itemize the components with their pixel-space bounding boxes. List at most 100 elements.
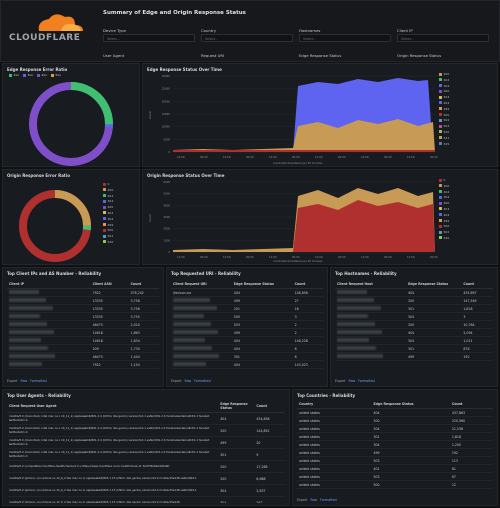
export-formatted-link[interactable]: Formatted bbox=[358, 379, 375, 383]
edge_ratio.legend-item-4xx[interactable]: 4xx bbox=[36, 73, 47, 77]
origin_ratio.legend-item-520[interactable]: 520 bbox=[103, 240, 113, 246]
export-raw-link[interactable]: Raw bbox=[20, 379, 28, 383]
export-raw-link[interactable]: Raw bbox=[348, 379, 356, 383]
top-host-panel: Top Hostnames - Reliability Client Reque… bbox=[330, 267, 498, 387]
filter-select-0[interactable]: Select... bbox=[103, 34, 195, 42]
legend-label: 502 bbox=[443, 230, 450, 235]
origin_status_legend-item-403[interactable]: 403 bbox=[439, 207, 449, 213]
origin_status_legend-item-204[interactable]: 204 bbox=[439, 190, 449, 196]
x-tick-label: 00:00 bbox=[200, 255, 208, 259]
y-tick-label: 15000 bbox=[162, 112, 171, 116]
y-tick-label: 4000 bbox=[163, 203, 170, 207]
edge_status_legend-item-499[interactable]: 499 bbox=[439, 107, 449, 113]
column-header[interactable]: Country bbox=[297, 400, 372, 409]
export-raw-link[interactable]: Raw bbox=[184, 379, 192, 383]
table-cell: united states bbox=[297, 424, 372, 433]
origin_status_legend-item-404[interactable]: 404 bbox=[439, 213, 449, 219]
edge_status_legend-item-400[interactable]: 400 bbox=[439, 89, 449, 95]
legend-swatch-icon bbox=[439, 142, 442, 146]
origin-time-panel: Origin Response Status Over Time 0 1000 20… bbox=[142, 169, 498, 265]
filter-select-3[interactable]: Select... bbox=[397, 34, 489, 42]
table-cell: 200 bbox=[218, 472, 255, 485]
edge_status_legend-item-502[interactable]: 502 bbox=[439, 118, 449, 124]
column-header[interactable]: Client ASN bbox=[90, 280, 129, 289]
x-tick-label: 00:00 bbox=[246, 155, 254, 159]
filter-select-2[interactable]: Select... bbox=[299, 34, 391, 42]
origin_status_legend-item-200[interactable]: 200 bbox=[439, 184, 449, 190]
filter-select-1[interactable]: Select... bbox=[201, 34, 293, 42]
redacted-value bbox=[9, 354, 55, 358]
edge_status_legend-item-521[interactable]: 521 bbox=[439, 136, 449, 142]
column-header[interactable]: Client IP bbox=[7, 280, 91, 289]
origin_status_legend-item-499[interactable]: 499 bbox=[439, 219, 449, 225]
legend-swatch-icon bbox=[439, 113, 442, 117]
edge-x-label: coordinate timestamp per 30 minutes bbox=[273, 161, 323, 165]
edge_status_legend-item-520[interactable]: 520 bbox=[439, 130, 449, 136]
legend-swatch-icon bbox=[439, 130, 442, 134]
redacted-value bbox=[173, 362, 206, 366]
origin_status_legend-item-502[interactable]: 502 bbox=[439, 230, 449, 236]
legend-label: 204 bbox=[443, 189, 450, 194]
edge_ratio.legend-item-2xx[interactable]: 2xx bbox=[9, 73, 19, 77]
origin_ratio.legend-item-403[interactable]: 403 bbox=[103, 211, 113, 217]
origin_ratio.legend-item-400[interactable]: 400 bbox=[103, 205, 113, 211]
table-cell bbox=[335, 296, 407, 305]
edge_status_legend-item-525[interactable]: 525 bbox=[439, 142, 449, 148]
table-cell: mozilla/5.0 (compatible;cloudflare-healt… bbox=[7, 460, 219, 473]
column-header[interactable]: Edge Response Status bbox=[231, 280, 293, 289]
x-tick-label: 00:00 bbox=[338, 255, 346, 259]
column-header[interactable]: Count bbox=[449, 400, 493, 409]
origin_ratio.legend-item-204[interactable]: 204 bbox=[103, 194, 113, 200]
edge_status_legend-item-404[interactable]: 404 bbox=[439, 101, 449, 107]
origin_ratio.legend-item-0[interactable]: 0 bbox=[103, 182, 113, 188]
edge_status_legend-item-200[interactable]: 200 bbox=[439, 72, 449, 78]
table-cell: 147,549 bbox=[461, 296, 493, 305]
export-formatted-link[interactable]: Formatted bbox=[30, 379, 47, 383]
table-row: 499 2 bbox=[171, 328, 323, 337]
column-header[interactable]: Count bbox=[254, 400, 285, 413]
origin_ratio.legend-item-304[interactable]: 304 bbox=[103, 199, 113, 205]
edge_ratio.legend-item-3xx[interactable]: 3xx bbox=[22, 73, 33, 77]
origin_status_legend-item-304[interactable]: 304 bbox=[439, 195, 449, 201]
edge_status_legend-item-500[interactable]: 500 bbox=[439, 113, 449, 119]
table-cell: 5,758 bbox=[128, 296, 159, 305]
edge_ratio.legend-item-5xx[interactable]: 5xx bbox=[50, 73, 61, 77]
column-header[interactable]: Client Request URI bbox=[171, 280, 232, 289]
edge_status_legend-item-403[interactable]: 403 bbox=[439, 95, 449, 101]
export-raw-link[interactable]: Raw bbox=[310, 498, 318, 502]
edge-y-label: Count bbox=[148, 111, 152, 119]
origin_ratio.legend-item-499[interactable]: 499 bbox=[103, 223, 113, 229]
origin_ratio.legend-item-200[interactable]: 200 bbox=[103, 188, 113, 194]
column-header[interactable]: Count bbox=[128, 280, 159, 289]
top-uri-table: Client Request URI Edge Response Status Co… bbox=[171, 280, 323, 369]
table-cell: 12 bbox=[449, 480, 493, 489]
column-header[interactable]: Client Request Host bbox=[335, 280, 407, 289]
legend-label: 3xx bbox=[27, 73, 33, 77]
edge_status_legend-item-503[interactable]: 503 bbox=[439, 124, 449, 130]
origin_status_legend-item-0[interactable]: 0 bbox=[439, 178, 449, 184]
column-header[interactable]: Count bbox=[461, 280, 493, 289]
origin_ratio.legend-item-404[interactable]: 404 bbox=[103, 217, 113, 223]
table-cell: 304 bbox=[371, 440, 450, 449]
column-header[interactable]: Edge Response Status bbox=[371, 400, 450, 409]
legend-swatch-icon bbox=[103, 234, 106, 238]
table-cell: united states bbox=[297, 432, 372, 441]
column-header[interactable]: Edge Response Status bbox=[218, 400, 255, 413]
column-header[interactable]: Count bbox=[292, 280, 323, 289]
origin_status_legend-item-520[interactable]: 520 bbox=[439, 236, 449, 242]
edge_status_legend-item-204[interactable]: 204 bbox=[439, 78, 449, 84]
origin-ratio-panel: Origin Response Error Ratio 0 200 204 304 40… bbox=[2, 169, 140, 265]
column-header[interactable]: Client Request User Agent bbox=[7, 400, 219, 413]
origin_status_legend-item-400[interactable]: 400 bbox=[439, 201, 449, 207]
table-cell: 204 bbox=[371, 424, 450, 433]
export-formatted-link[interactable]: Formatted bbox=[320, 498, 337, 502]
edge_status_legend-item-304[interactable]: 304 bbox=[439, 84, 449, 90]
origin_ratio.legend-item-500[interactable]: 500 bbox=[103, 228, 113, 234]
column-header[interactable]: Edge Response Status bbox=[406, 280, 462, 289]
legend-swatch-icon bbox=[103, 199, 106, 203]
export-formatted-link[interactable]: Formatted bbox=[194, 379, 211, 383]
origin-ratio-title: Origin Response Error Ratio bbox=[7, 173, 70, 178]
origin_status_legend-item-500[interactable]: 500 bbox=[439, 224, 449, 230]
origin_ratio.legend-item-502[interactable]: 502 bbox=[103, 234, 113, 240]
table-cell: 301 bbox=[218, 448, 255, 461]
